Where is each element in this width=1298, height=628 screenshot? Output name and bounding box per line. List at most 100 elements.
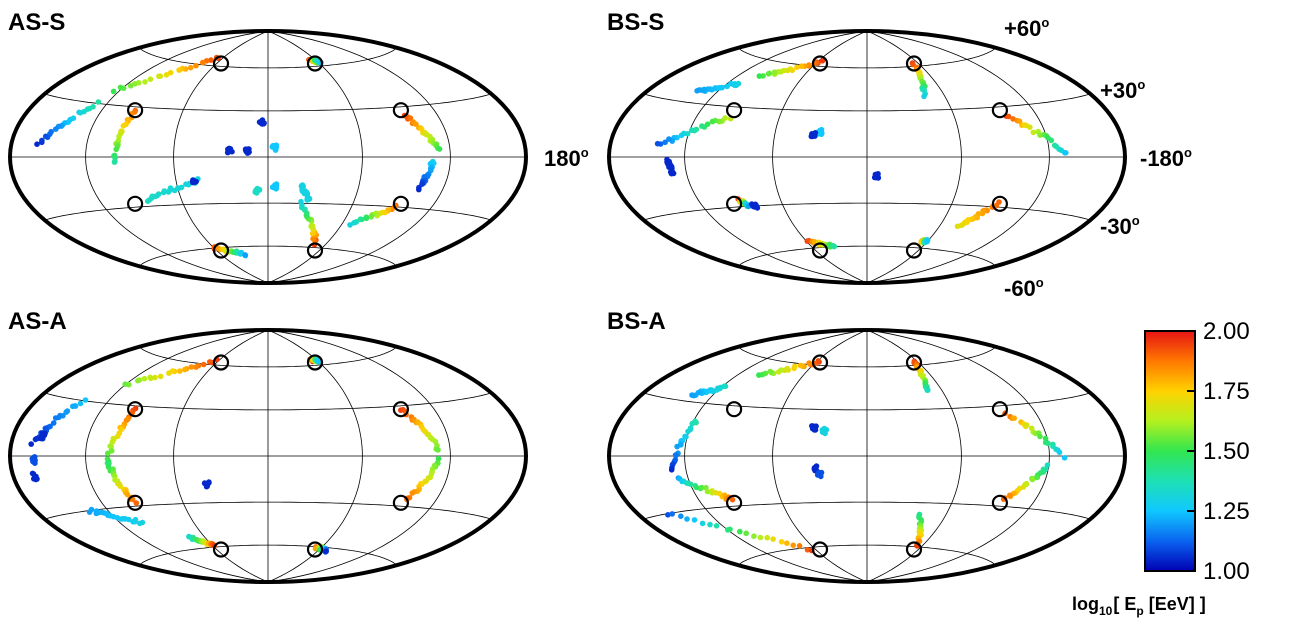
source-marker xyxy=(127,102,144,119)
event-point xyxy=(684,516,690,522)
event-point xyxy=(95,99,102,105)
event-point xyxy=(435,447,441,453)
source-marker xyxy=(306,242,324,259)
panel-as-s: AS-S xyxy=(8,9,528,285)
event-point xyxy=(737,528,743,535)
event-point xyxy=(743,530,749,537)
event-point xyxy=(707,521,713,528)
event-point xyxy=(70,403,76,410)
event-point xyxy=(1027,124,1033,130)
colorbar-tick-label: 1.50 xyxy=(1203,438,1250,465)
event-point xyxy=(368,214,375,220)
event-point xyxy=(176,67,182,73)
source-marker xyxy=(306,541,324,558)
event-point xyxy=(34,141,40,147)
source-marker xyxy=(212,242,230,259)
event-point xyxy=(155,191,162,197)
event-point xyxy=(229,148,235,155)
event-point xyxy=(765,71,772,77)
event-point xyxy=(767,368,773,375)
event-point xyxy=(668,170,675,177)
event-point xyxy=(1007,492,1013,499)
event-point xyxy=(29,470,36,477)
event-point xyxy=(435,455,442,462)
source-marker xyxy=(127,494,144,511)
event-point xyxy=(28,441,34,447)
lon-label-minus180: -180o xyxy=(1140,145,1192,171)
event-point xyxy=(193,62,199,69)
event-point xyxy=(770,536,776,542)
source-marker xyxy=(811,541,829,558)
colorbar-tick-label: 1.00 xyxy=(1203,558,1250,585)
event-point xyxy=(409,490,416,496)
event-point xyxy=(784,540,790,546)
parallel-line xyxy=(44,93,492,112)
event-point xyxy=(1042,435,1049,442)
event-point xyxy=(114,433,121,440)
event-point xyxy=(771,69,778,75)
event-point xyxy=(147,374,153,381)
event-point xyxy=(792,363,798,370)
source-marker xyxy=(991,102,1009,119)
event-point xyxy=(764,534,770,541)
source-marker xyxy=(991,401,1009,418)
event-point xyxy=(924,238,930,245)
event-point xyxy=(363,215,369,221)
colorbar-label: log10[ Ep [EeV] ] xyxy=(1072,594,1206,618)
event-point xyxy=(272,147,279,153)
event-point xyxy=(122,381,128,388)
sky-grid xyxy=(607,29,1127,285)
event-point xyxy=(88,506,95,513)
source-marker xyxy=(811,242,829,259)
source-marker xyxy=(811,55,829,72)
event-point xyxy=(142,79,148,85)
event-point xyxy=(1063,150,1069,156)
lat-label-minus30: -30o xyxy=(1100,213,1140,239)
source-marker xyxy=(127,195,144,212)
event-point xyxy=(1011,415,1017,422)
event-point xyxy=(1045,440,1051,447)
event-point xyxy=(811,132,818,138)
sky-border xyxy=(8,29,528,285)
event-point xyxy=(124,491,131,498)
event-point xyxy=(778,539,785,545)
event-point xyxy=(127,83,134,89)
lat-label-minus60: -60o xyxy=(1004,275,1044,301)
event-point xyxy=(305,196,312,203)
event-point xyxy=(126,516,132,523)
event-point xyxy=(139,519,146,526)
event-point xyxy=(147,76,154,82)
event-point xyxy=(156,73,162,80)
event-point xyxy=(979,210,986,217)
sky-grid xyxy=(607,328,1127,584)
event-point xyxy=(76,109,82,116)
event-point xyxy=(691,517,698,523)
event-point xyxy=(182,366,188,373)
event-point xyxy=(694,88,700,94)
event-point xyxy=(117,84,124,91)
event-point xyxy=(120,123,127,129)
event-point xyxy=(190,179,196,185)
parallel-line xyxy=(643,392,1091,411)
colorbar-tick-label: 1.75 xyxy=(1203,378,1250,405)
event-point xyxy=(1061,455,1068,461)
panel-title: BS-S xyxy=(607,9,664,36)
event-point xyxy=(53,126,59,132)
parallel-line xyxy=(643,202,1091,221)
event-point xyxy=(796,543,803,549)
event-point xyxy=(77,400,84,407)
event-point xyxy=(699,520,706,527)
colorbar-ticks: 2.00 1.75 1.50 1.25 1.00 xyxy=(1187,318,1250,585)
event-point xyxy=(714,385,721,392)
event-point xyxy=(816,470,823,476)
event-point xyxy=(207,359,213,365)
event-point xyxy=(254,188,261,194)
event-point xyxy=(201,480,208,486)
event-point xyxy=(678,513,684,519)
event-point xyxy=(695,389,702,396)
event-point xyxy=(751,533,757,539)
parallel-line xyxy=(138,346,398,368)
source-marker xyxy=(725,494,743,511)
event-point xyxy=(749,201,755,207)
